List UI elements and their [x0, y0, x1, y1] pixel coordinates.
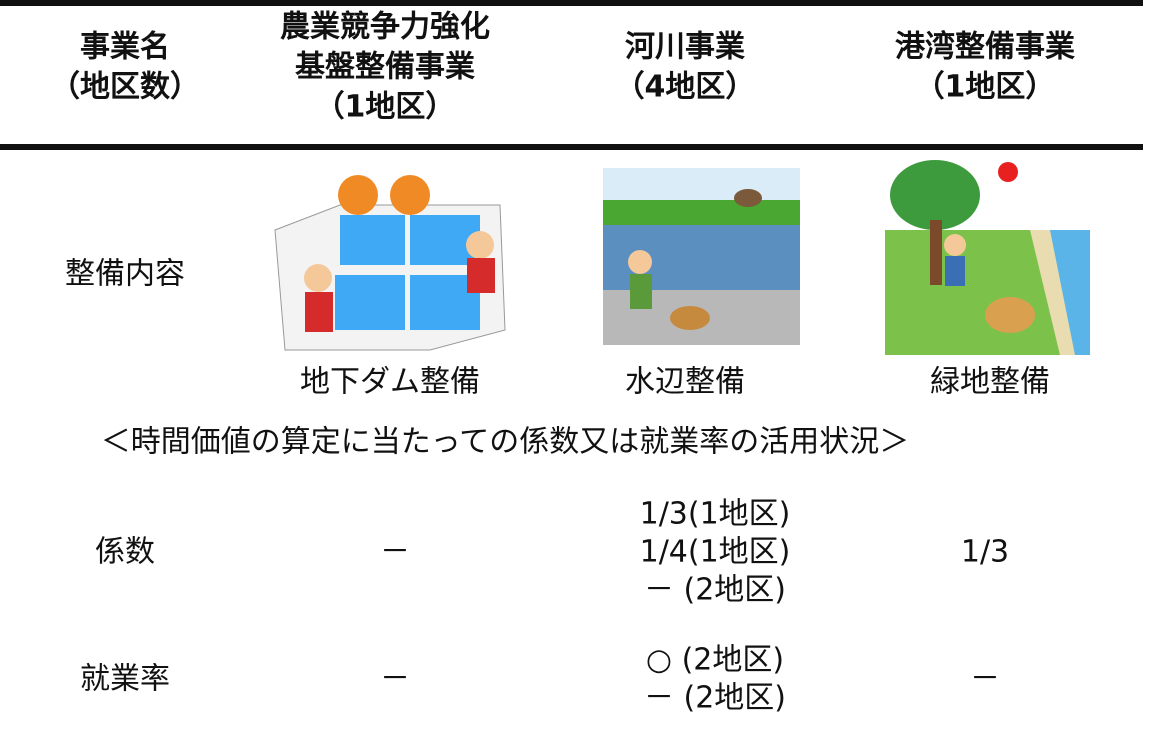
cell-text: － (2地区) — [644, 573, 786, 608]
river-illustration — [603, 168, 800, 345]
cell-text: － — [380, 662, 410, 697]
header-text: （1地区） — [315, 90, 456, 125]
cell-text: 1/3 — [961, 535, 1009, 570]
row-label: 整備内容 — [65, 257, 185, 292]
park-illustration — [885, 160, 1090, 355]
cell-text: － — [380, 535, 410, 570]
caption: 地下ダム整備 — [300, 365, 480, 400]
row-label: 就業率 — [80, 662, 170, 697]
header-rule — [0, 144, 1143, 150]
caption: 水辺整備 — [625, 365, 745, 400]
caption: 緑地整備 — [930, 365, 1050, 400]
top-rule — [0, 0, 1143, 6]
header-text: （4地区） — [615, 70, 756, 105]
cell-text: 1/3(1地区) — [640, 497, 791, 532]
cell-text: － (2地区) — [644, 681, 786, 716]
section-title: ＜時間価値の算定に当たっての係数又は就業率の活用状況＞ — [101, 425, 910, 460]
header-text: 基盤整備事業 — [295, 50, 475, 85]
cell-text: ○ (2地区) — [646, 643, 784, 678]
header-text: （地区数） — [50, 70, 200, 105]
dam-illustration — [274, 175, 506, 351]
header-text: 港湾整備事業 — [895, 30, 1075, 65]
row-label: 係数 — [95, 535, 155, 570]
header-text: 河川事業 — [625, 30, 745, 65]
cell-text: － — [970, 662, 1000, 697]
header-text: 農業競争力強化 — [280, 10, 490, 45]
header-text: 事業名 — [80, 30, 170, 65]
cell-text: 1/4(1地区) — [640, 535, 791, 570]
header-text: （1地区） — [915, 70, 1056, 105]
